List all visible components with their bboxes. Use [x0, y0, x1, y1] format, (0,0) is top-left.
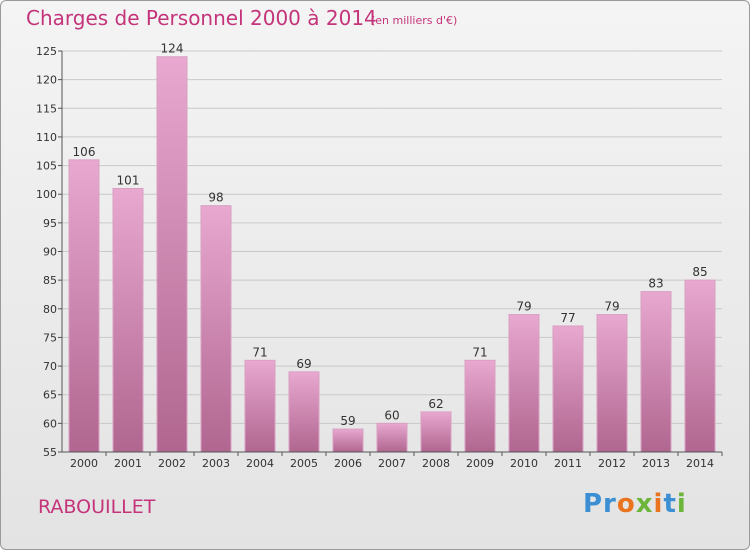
x-tick-label-2013: 2013 — [642, 457, 670, 470]
bar-2010 — [508, 314, 540, 453]
y-tick-label: 60 — [43, 417, 57, 430]
proxiti-logo: Proxiti — [583, 489, 687, 519]
value-label-2013: 83 — [648, 277, 663, 291]
y-tick-label: 90 — [43, 246, 57, 259]
value-label-2009: 71 — [472, 345, 487, 359]
x-tick-label-2004: 2004 — [246, 457, 274, 470]
labels: 106 101 124 98 71 69 59 60 62 71 79 77 79 83 85 — [73, 42, 708, 428]
y-tick-label: 95 — [43, 217, 57, 230]
bar-2012 — [596, 314, 628, 453]
bar-2002 — [156, 56, 188, 453]
commune-name: RABOUILLET — [38, 496, 156, 518]
x-tick-label-2005: 2005 — [290, 457, 318, 470]
value-label-2011: 77 — [560, 311, 575, 325]
value-label-2003: 98 — [208, 191, 223, 205]
value-label-2006: 59 — [340, 414, 355, 428]
axes: 55 60 65 70 75 80 85 90 95 100 105 110 115 120 125 2000… — [36, 45, 723, 470]
bar-2006 — [332, 428, 364, 453]
bar-2011 — [552, 325, 584, 453]
y-tick-label: 80 — [43, 303, 57, 316]
bar-2008 — [420, 411, 452, 453]
chart-title: Charges de Personnel 2000 à 2014 — [26, 6, 377, 30]
y-tick-label: 120 — [36, 74, 57, 87]
value-label-2004: 71 — [252, 345, 267, 359]
x-tick-label-2002: 2002 — [158, 457, 186, 470]
value-label-2014: 85 — [692, 265, 707, 279]
y-tick-label: 100 — [36, 188, 57, 201]
bar-2004 — [244, 359, 276, 453]
value-label-2005: 69 — [296, 357, 311, 371]
y-tick-label: 65 — [43, 389, 57, 402]
value-label-2002: 124 — [161, 42, 184, 56]
bar-2013 — [640, 291, 672, 453]
value-label-2008: 62 — [428, 397, 443, 411]
y-tick-label: 125 — [36, 45, 57, 58]
bar-2003 — [200, 205, 232, 453]
bar-2001 — [112, 187, 144, 453]
y-tick-label: 110 — [36, 131, 57, 144]
x-tick-label-2007: 2007 — [378, 457, 406, 470]
bar-2009 — [464, 359, 496, 453]
value-label-2012: 79 — [604, 300, 619, 314]
y-tick-label: 85 — [43, 274, 57, 287]
bar-2014 — [684, 279, 716, 453]
x-tick-label-2001: 2001 — [114, 457, 142, 470]
x-tick-label-2006: 2006 — [334, 457, 362, 470]
x-tick-label-2003: 2003 — [202, 457, 230, 470]
value-label-2010: 79 — [516, 300, 531, 314]
bar-2005 — [288, 371, 320, 453]
y-tick-label: 115 — [36, 102, 57, 115]
y-tick-label: 70 — [43, 360, 57, 373]
chart-subtitle: (en milliers d'€) — [371, 14, 458, 27]
bar-2007 — [376, 422, 408, 453]
value-label-2007: 60 — [384, 408, 399, 422]
y-tick-label: 105 — [36, 160, 57, 173]
x-tick-label-2012: 2012 — [598, 457, 626, 470]
bars — [68, 56, 716, 453]
x-tick-label-2008: 2008 — [422, 457, 450, 470]
value-label-2000: 106 — [73, 145, 96, 159]
x-tick-label-2010: 2010 — [510, 457, 538, 470]
x-tick-label-2000: 2000 — [70, 457, 98, 470]
value-label-2001: 101 — [117, 173, 140, 187]
y-tick-label: 55 — [43, 446, 57, 459]
x-tick-label-2011: 2011 — [554, 457, 582, 470]
x-tick-label-2014: 2014 — [686, 457, 714, 470]
x-tick-label-2009: 2009 — [466, 457, 494, 470]
bar-2000 — [68, 159, 100, 453]
y-tick-label: 75 — [43, 331, 57, 344]
